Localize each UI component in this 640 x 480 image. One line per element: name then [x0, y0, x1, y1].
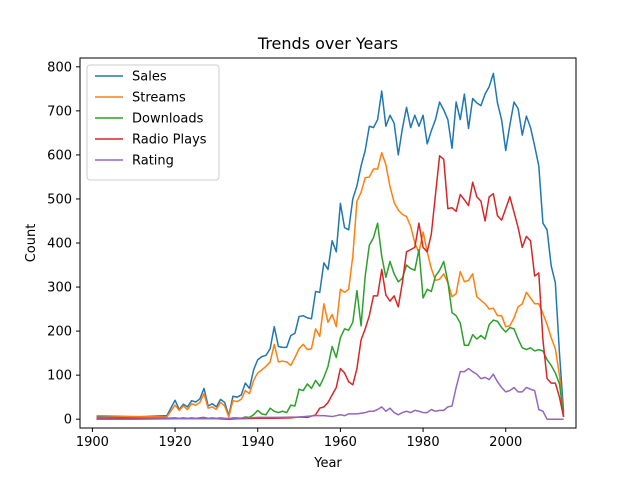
series-line-streams [96, 151, 565, 418]
y-tick-label: 0 [64, 413, 72, 428]
y-tick-label: 700 [47, 104, 72, 119]
legend-label: Rating [132, 154, 174, 169]
legend-label: Downloads [132, 112, 204, 127]
y-tick-label: 800 [47, 60, 72, 75]
series-line-rating [96, 367, 564, 420]
x-tick-label: 1980 [407, 435, 440, 450]
series-layer [96, 72, 565, 420]
y-axis: 0 100 200 300 400 500 600 700 800 [47, 60, 80, 428]
y-tick-label: 600 [47, 148, 72, 163]
chart-title: Trends over Years [257, 34, 398, 53]
y-tick-label: 200 [47, 325, 72, 340]
legend-label: Radio Plays [132, 133, 207, 148]
x-tick-label: 1940 [241, 435, 274, 450]
y-tick-label: 300 [47, 281, 72, 296]
x-axis-label: Year [313, 456, 342, 471]
legend-label: Streams [132, 91, 186, 106]
x-tick-label: 1920 [159, 435, 192, 450]
y-axis-label: Count [24, 224, 39, 263]
x-tick-label: 1900 [76, 435, 109, 450]
legend-label: Sales [132, 70, 167, 85]
x-tick-label: 2000 [489, 435, 522, 450]
x-tick-label: 1960 [324, 435, 357, 450]
y-tick-label: 500 [47, 192, 72, 207]
y-tick-label: 400 [47, 237, 72, 252]
legend: Sales Streams Downloads Radio Plays Rating [86, 64, 220, 181]
plot-area [79, 57, 577, 429]
legend-box [86, 64, 220, 181]
series-line-radio-plays [96, 155, 565, 420]
x-axis: 1900 1920 1940 1960 1980 2000 [76, 428, 522, 450]
y-tick-label: 100 [47, 369, 72, 384]
